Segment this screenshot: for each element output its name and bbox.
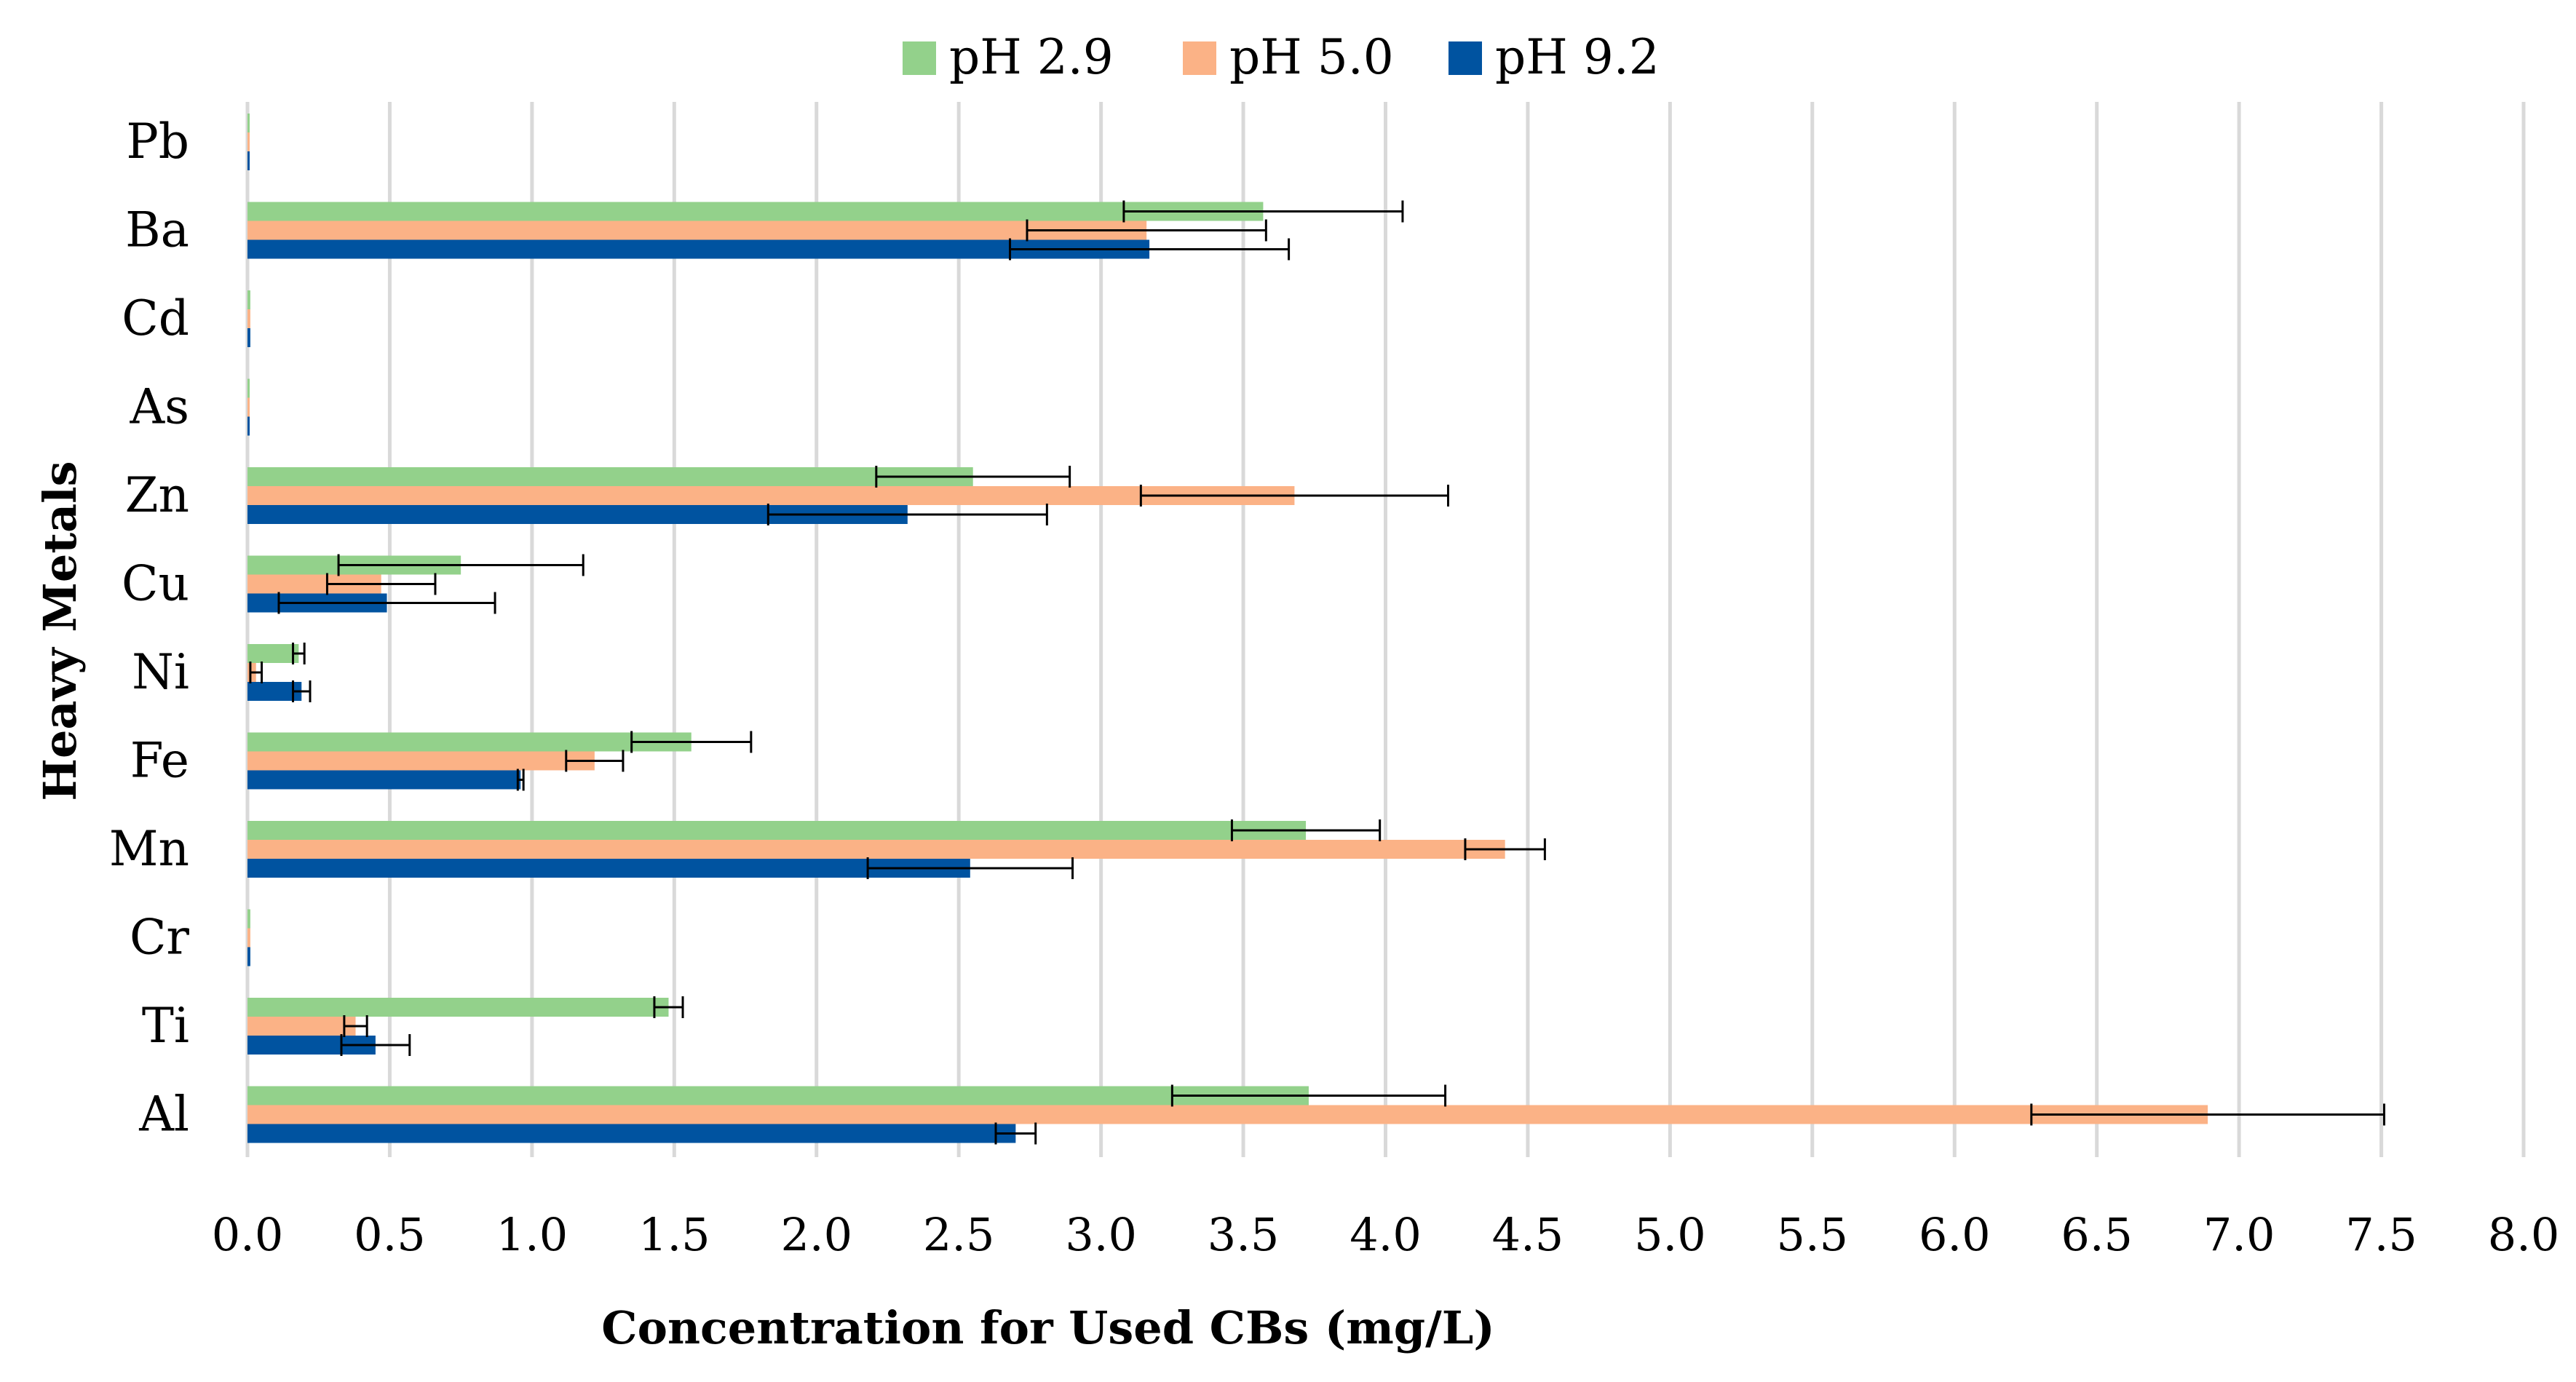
x-tick-label: 7.0: [2203, 1208, 2275, 1261]
x-tick-labels: 0.0 0.5 1.0 1.5 2.0 2.5 3.0 3.5 4.0 4.5 5.0 5.5 6.0 6…: [212, 1208, 2560, 1261]
bar: [247, 770, 521, 790]
category-label: Ba: [125, 202, 189, 258]
legend-label: pH 9.2: [1495, 29, 1660, 85]
bar: [247, 290, 250, 309]
x-tick-label: 2.5: [923, 1208, 995, 1261]
bar: [247, 732, 691, 752]
bar: [247, 309, 250, 328]
legend-swatch: [1183, 41, 1216, 75]
x-tick-label: 4.0: [1350, 1208, 1422, 1261]
x-axis-title: Concentration for Used CBs (mg/L): [601, 1301, 1494, 1354]
category-label: Zn: [125, 467, 189, 523]
bar: [247, 909, 250, 929]
bar: [247, 221, 1147, 240]
grid-lines: [245, 102, 2526, 1157]
legend: pH 2.9 pH 5.0 pH 9.2: [903, 29, 1660, 85]
category-label: Fe: [130, 733, 189, 789]
bar: [247, 202, 1264, 221]
category-label: Pb: [126, 114, 189, 170]
category-label: Ti: [142, 998, 189, 1054]
bar: [247, 928, 250, 948]
x-tick-label: 6.5: [2061, 1208, 2133, 1261]
x-tick-label: 5.5: [1777, 1208, 1849, 1261]
bar: [247, 132, 250, 151]
bar: [247, 397, 250, 417]
bar: [247, 1086, 1309, 1105]
bar: [247, 416, 250, 436]
bar: [247, 114, 250, 132]
bar: [247, 151, 250, 170]
bar: [247, 467, 973, 486]
x-tick-label: 2.0: [780, 1208, 852, 1261]
x-tick-label: 7.5: [2345, 1208, 2417, 1261]
x-tick-label: 0.5: [354, 1208, 426, 1261]
bar: [247, 328, 250, 347]
bar: [247, 486, 1295, 505]
y-axis-title: Heavy Metals: [33, 461, 87, 801]
bar: [247, 644, 299, 663]
bar: [247, 1017, 356, 1036]
x-tick-label: 3.5: [1208, 1208, 1280, 1261]
category-label: Cu: [122, 556, 189, 612]
bars-group: [247, 114, 2208, 1143]
bar: [247, 947, 250, 966]
category-label: Cd: [122, 290, 189, 346]
legend-label: pH 2.9: [949, 29, 1114, 85]
x-tick-label: 1.0: [496, 1208, 568, 1261]
category-label: Mn: [109, 821, 189, 877]
x-tick-label: 8.0: [2488, 1208, 2560, 1261]
x-tick-label: 4.5: [1492, 1208, 1564, 1261]
x-tick-label: 0.0: [212, 1208, 284, 1261]
category-label: Al: [138, 1087, 189, 1143]
category-label: As: [129, 379, 189, 435]
category-label: Ni: [132, 644, 189, 700]
x-tick-label: 3.0: [1065, 1208, 1137, 1261]
bar: [247, 751, 595, 771]
legend-swatch: [903, 41, 936, 75]
category-label: Cr: [130, 910, 189, 966]
x-tick-label: 6.0: [1919, 1208, 1991, 1261]
bar: [247, 821, 1307, 840]
bar: [247, 840, 1505, 859]
bar: [247, 378, 250, 398]
bar: [247, 998, 669, 1017]
bar: [247, 1124, 1016, 1143]
bar: [247, 1105, 2208, 1124]
legend-label: pH 5.0: [1229, 29, 1394, 85]
x-tick-label: 1.5: [638, 1208, 710, 1261]
error-bars-group: [249, 200, 2385, 1145]
bar: [247, 239, 1150, 259]
x-tick-label: 5.0: [1634, 1208, 1706, 1261]
category-labels: Pb Ba Cd As Zn Cu Ni Fe Mn Cr Ti Al: [109, 114, 190, 1143]
bar: [247, 859, 970, 878]
legend-swatch: [1448, 41, 1482, 75]
